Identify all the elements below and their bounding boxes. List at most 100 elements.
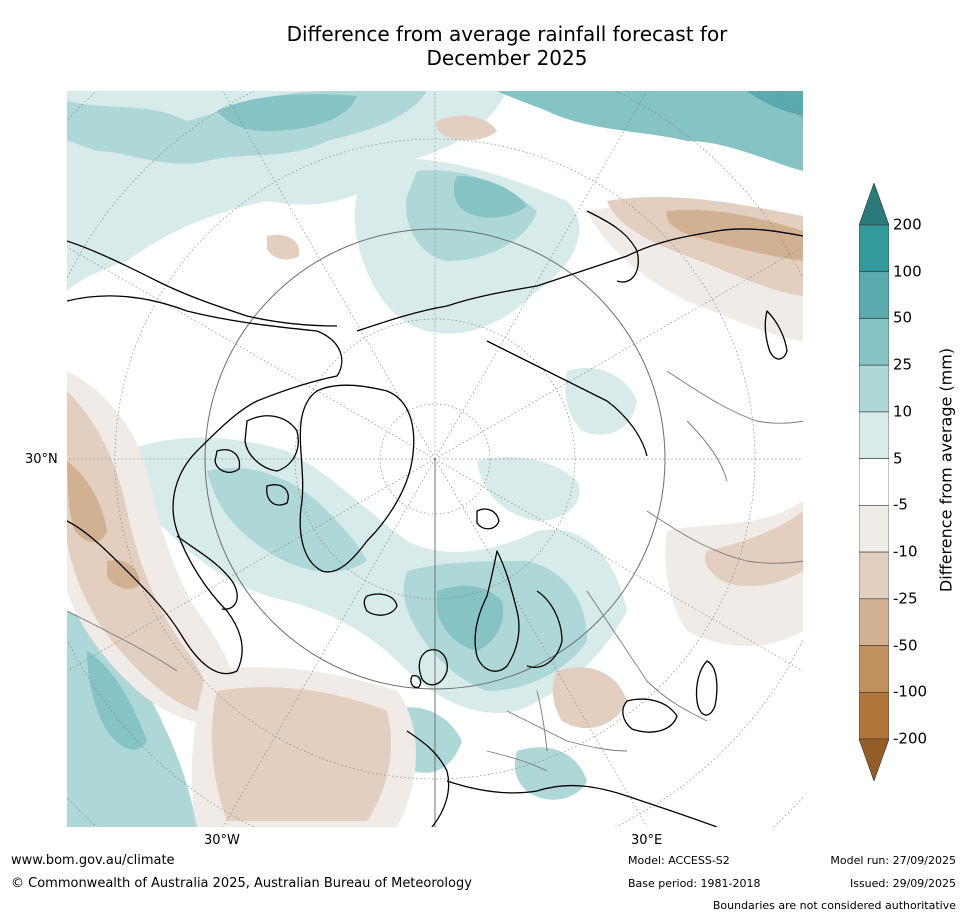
dry-anomaly-regions [67,115,803,827]
colorbar-tick-label: -10 [893,542,918,561]
border-russia-kazakhstan [646,510,803,564]
dry-region-north-pacific-patch [436,115,497,141]
colorbar-extend-bottom [859,738,889,781]
coastline-svalbard [476,508,500,530]
coastline-british-isles [410,649,448,689]
dry-region-southeast-europe [552,667,627,729]
colorbar-tick-label: -100 [893,682,928,701]
colorbar-cell [859,224,889,273]
dry-region-north-america-core [67,461,107,543]
colorbar-tick-label: 10 [893,402,913,421]
dry-region-east-asia-core [666,209,803,261]
colorbar-tick-label: -5 [893,495,908,514]
dry-region-subtropical-atlantic-mid [211,687,391,821]
chart-title: Difference from average rainfall forecas… [207,22,807,70]
country-borders [67,370,803,772]
coastline-japan [764,310,788,360]
colorbar-tick-label: 25 [893,355,913,374]
wet-region-scandinavia-north [477,457,580,521]
border-canada-usa [67,610,178,672]
model-run-text: Model run: 27/09/2025 [830,854,956,867]
colorbar-cell [859,458,889,506]
latitude-circle-80n [379,403,491,515]
dry-region-alaska-patch [267,234,300,260]
colorbar-tick-label: -200 [893,729,928,748]
meridian-120w [67,246,436,460]
coastline-western-europe [406,730,450,827]
model-text: Model: ACCESS-S2 [628,854,730,867]
title-line-1: Difference from average rainfall forecas… [286,22,728,46]
colorbar-cell [859,411,889,459]
colorbar-cell [859,691,889,740]
colorbar-cell [859,271,889,319]
coastline-alaska [67,240,338,327]
border-europe-grid-3 [536,690,548,752]
colorbar-tick-label: -50 [893,636,918,655]
meridian-60e [434,458,803,672]
colorbar-cell [859,645,889,693]
coastline-greenland [299,384,415,573]
longitude-label-30w: 30°W [204,833,240,848]
colorbar-cell [859,598,889,646]
dry-region-north-america-mid [67,391,208,711]
coastline-baltic [526,590,563,668]
coastline-caspian [695,660,718,716]
meridian-150e [434,91,648,460]
border-russia-west [586,590,708,722]
coastlines [67,210,803,827]
meridian-120e [434,246,803,460]
border-russia-china [666,370,803,424]
colorbar-extend-top [859,183,889,226]
coastline-hudson-bay [176,535,238,610]
wet-region-norway-coast [437,585,504,651]
colorbar-cell [859,318,889,366]
colorbar-cells [859,224,889,740]
dry-region-north-america-patch [107,560,140,589]
coastline-iceland [363,593,398,616]
reference-latitude-circle [204,228,666,690]
meridian-30w [222,458,436,827]
colorbar-tick-label: 5 [893,449,903,468]
colorbar-cell [859,551,889,600]
title-line-2: December 2025 [426,46,588,70]
coastline-black-sea [622,698,678,733]
border-europe-grid-2 [486,750,548,772]
coastline-scandinavia [474,550,520,672]
wet-region-greenland-sea [207,467,367,572]
wet-region-west-atlantic-core [87,651,147,750]
meridian-60w [67,458,436,672]
colorbar [859,183,889,781]
base-period-text: Base period: 1981-2018 [628,877,761,890]
border-europe-grid-1 [506,710,628,752]
meridian-150w [222,91,436,460]
wet-region-west-pacific-core [747,91,803,116]
coastline-canadian-archipelago [214,415,299,506]
coastline-north-america [67,295,343,675]
colorbar-title: Difference from average (mm) [936,347,956,593]
wet-region-siberia-inner [453,176,527,218]
colorbar-tick-label: 200 [893,215,922,234]
rainfall-anomaly-map [67,91,803,827]
colorbar-tick-label: -25 [893,589,918,608]
wet-region-west-pacific [497,91,803,171]
border-mongolia [686,420,728,482]
disclaimer-text: Boundaries are not considered authoritat… [712,899,956,912]
colorbar-tick-label: 50 [893,308,913,327]
wet-region-north-pacific-core [217,94,357,131]
coastline-eurasia-north [356,228,803,332]
wet-region-mediterranean [514,747,587,800]
polar-projection-map [67,91,803,827]
longitude-label-30e: 30°E [631,833,663,848]
wet-region-ural [565,367,637,435]
website-link[interactable]: www.bom.gov.au/climate [11,853,175,868]
latitude-label-30n: 30°N [25,452,58,467]
dry-region-eastern-europe-mid [705,511,803,587]
colorbar-tick-label: 100 [893,262,922,281]
coastline-kamchatka [586,210,639,283]
meridian-30e [434,458,648,827]
coastline-mediterranean [446,780,718,827]
colorbar-cell [859,364,889,413]
copyright-text: © Commonwealth of Australia 2025, Austra… [11,876,472,891]
main-grid [204,228,666,827]
issued-text: Issued: 29/09/2025 [849,877,956,890]
